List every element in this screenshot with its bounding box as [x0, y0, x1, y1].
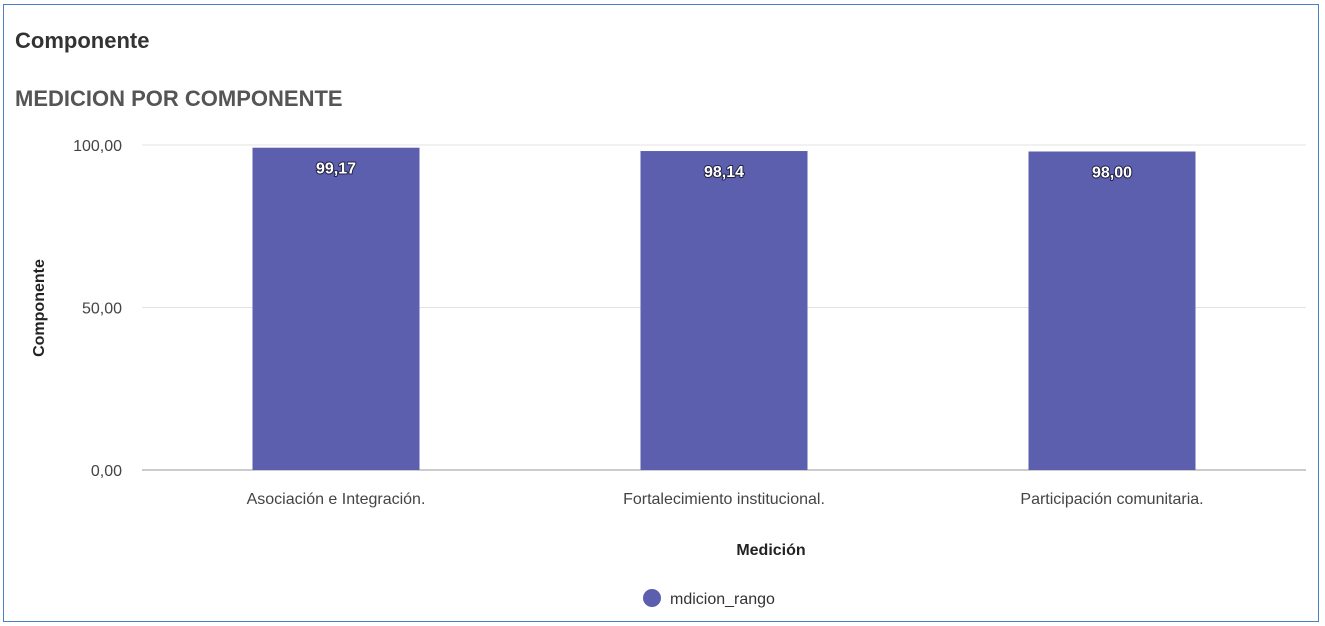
y-tick-label: 50,00 [82, 301, 122, 318]
bar[interactable] [252, 147, 420, 470]
x-tick-label: Participación comunitaria. [1020, 491, 1203, 508]
bars: 99,17 98,14 98,00 [252, 147, 1196, 471]
y-axis-ticks: 0,00 50,00 100,00 [73, 138, 122, 480]
x-tick-label: Asociación e Integración. [247, 491, 426, 508]
legend-marker [643, 589, 661, 607]
bar[interactable] [1028, 151, 1196, 471]
bar[interactable] [640, 151, 808, 471]
y-axis-title: Componente [31, 259, 48, 357]
legend: mdicion_rango [643, 589, 775, 608]
x-tick-label: Fortalecimiento institucional. [623, 491, 825, 508]
x-axis-ticks: Asociación e Integración. Fortalecimiento… [247, 491, 1204, 508]
x-axis-title: Medición [736, 542, 805, 559]
y-tick-label: 100,00 [73, 138, 122, 155]
data-label: 99,17 [316, 161, 356, 178]
panel-title: Componente [15, 28, 150, 53]
data-label: 98,00 [1092, 165, 1132, 182]
y-tick-label: 0,00 [91, 463, 122, 480]
data-label: 98,14 [704, 164, 744, 181]
legend-label: mdicion_rango [670, 591, 775, 608]
legend-item[interactable]: mdicion_rango [643, 589, 775, 608]
chart-title: MEDICION POR COMPONENTE [15, 86, 343, 111]
